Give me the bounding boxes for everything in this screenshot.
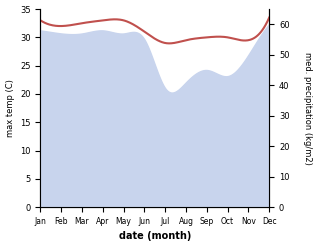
X-axis label: date (month): date (month)	[119, 231, 191, 242]
Y-axis label: med. precipitation (kg/m2): med. precipitation (kg/m2)	[303, 52, 313, 165]
Y-axis label: max temp (C): max temp (C)	[5, 79, 15, 137]
